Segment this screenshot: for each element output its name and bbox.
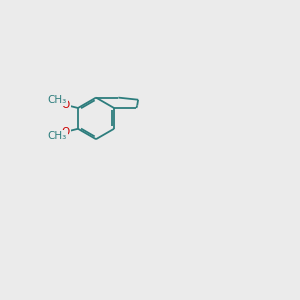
Text: CH₃: CH₃ (48, 95, 67, 105)
Text: CH₃: CH₃ (48, 131, 67, 142)
Text: O: O (61, 100, 70, 110)
Text: CH₃: CH₃ (48, 94, 63, 103)
Text: O: O (61, 127, 70, 137)
